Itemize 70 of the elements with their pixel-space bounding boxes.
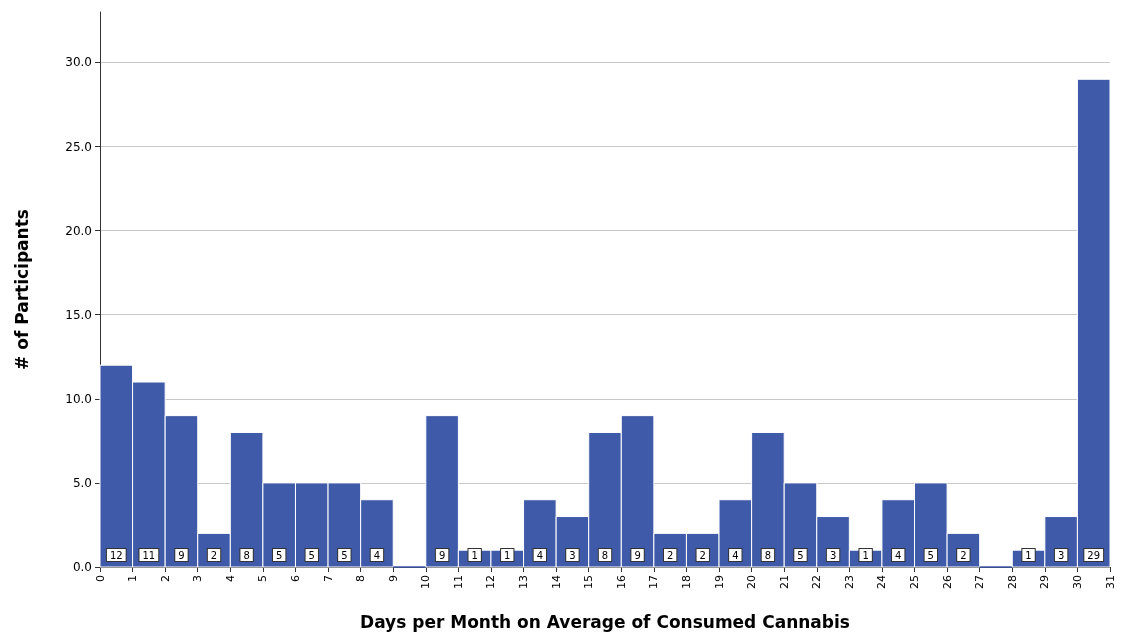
x-tick-label: 6 — [288, 575, 302, 582]
y-tick-label: 10.0 — [65, 391, 92, 406]
x-tick-label: 8 — [354, 575, 368, 582]
y-tick-label: 25.0 — [65, 139, 92, 154]
data-label: 29 — [1087, 549, 1101, 561]
y-axis-title: # of Participants — [11, 209, 32, 370]
x-tick-label: 2 — [158, 575, 172, 582]
data-label: 2 — [960, 549, 967, 561]
x-tick-label: 1 — [126, 575, 140, 582]
data-label: 8 — [764, 549, 772, 561]
x-tick-label: 23 — [842, 575, 856, 589]
x-tick-label: 31 — [1103, 575, 1117, 589]
data-label: 5 — [308, 549, 315, 561]
x-tick-label: 11 — [451, 575, 465, 589]
data-label: 9 — [178, 549, 185, 561]
data-label: 8 — [243, 549, 250, 561]
x-tick-label: 12 — [484, 575, 498, 589]
x-tick-label: 3 — [191, 575, 205, 582]
data-label: 4 — [536, 549, 544, 561]
x-tick-label: 10 — [419, 575, 433, 589]
y-tick-label: 30.0 — [65, 55, 92, 70]
data-label: 9 — [438, 549, 446, 561]
x-tick-label: 16 — [614, 575, 628, 589]
data-label: 8 — [601, 549, 609, 561]
x-tick-label: 0 — [93, 575, 107, 582]
x-tick-label: 13 — [517, 575, 531, 589]
x-tick-label: 26 — [940, 575, 954, 589]
x-tick-label: 29 — [1038, 575, 1052, 589]
data-label: 5 — [797, 549, 804, 561]
data-label: 1 — [504, 549, 511, 561]
x-axis-title: Days per Month on Average of Consumed Cannabis — [360, 611, 850, 632]
data-label: 3 — [1057, 549, 1065, 561]
data-label: 5 — [341, 549, 348, 561]
x-tick-label: 19 — [712, 575, 726, 589]
y-tick-label: 0.0 — [72, 560, 92, 574]
data-label: 4 — [732, 549, 739, 561]
x-tick-label: 24 — [875, 575, 889, 589]
data-label: 1 — [1025, 549, 1032, 561]
x-tick-label: 28 — [1005, 575, 1019, 589]
data-label: 2 — [210, 549, 218, 561]
data-label: 3 — [829, 549, 837, 561]
data-label: 3 — [569, 549, 576, 561]
x-tick-label: 22 — [810, 575, 824, 589]
x-tick-label: 4 — [223, 575, 237, 582]
x-tick-label: 15 — [582, 575, 596, 589]
data-label: 5 — [276, 549, 283, 561]
x-tick-label: 25 — [908, 575, 922, 589]
data-label: 2 — [699, 549, 706, 561]
y-tick-label: 15.0 — [65, 307, 92, 322]
x-tick-label: 27 — [973, 575, 987, 589]
data-label: 1 — [471, 549, 478, 561]
x-tick-label: 17 — [647, 575, 661, 589]
data-label: 4 — [373, 549, 381, 561]
data-label: 2 — [666, 549, 674, 561]
y-tick-label: 20.0 — [65, 223, 92, 238]
x-tick-label: 20 — [745, 575, 759, 589]
data-label: 11 — [142, 549, 156, 561]
x-tick-label: 21 — [777, 575, 791, 589]
data-label: 9 — [634, 549, 641, 561]
data-label: 12 — [109, 549, 123, 561]
x-tick-label: 14 — [549, 575, 563, 589]
x-tick-label: 18 — [679, 575, 693, 589]
x-tick-label: 5 — [256, 575, 270, 582]
x-tick-label: 9 — [386, 575, 400, 582]
x-tick-label: 7 — [321, 575, 335, 582]
data-label: 1 — [862, 549, 869, 561]
x-tick-label: 30 — [1070, 575, 1084, 589]
y-tick-label: 5.0 — [72, 475, 92, 490]
data-label: 4 — [895, 549, 902, 561]
data-label: 5 — [927, 549, 934, 561]
